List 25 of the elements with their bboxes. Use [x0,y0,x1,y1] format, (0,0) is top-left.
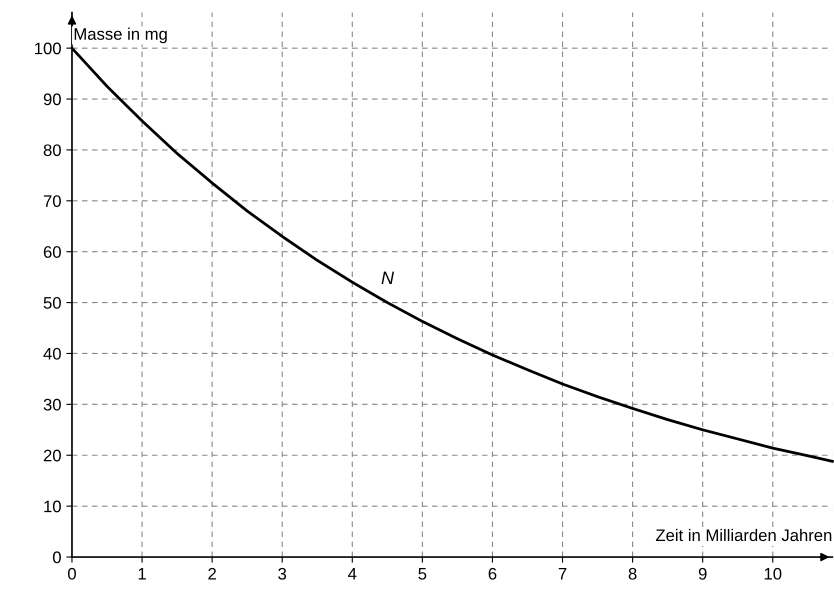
annotation: N [382,272,394,284]
x-tick-label: 0 [68,568,76,580]
y-tick-label: 0 [52,551,61,564]
x-tick-label: 3 [278,568,286,580]
y-axis-title: Masse in mg [74,28,167,44]
y-tick-label: 100 [35,42,61,54]
x-tick-label: 8 [628,568,637,580]
y-tick-label: 70 [44,195,61,208]
x-tick-label: 10 [764,568,782,580]
x-axis-title: Zeit in Milliarden Jahren [656,528,832,542]
y-tick-label: 20 [44,450,61,462]
x-tick-label: 9 [698,568,707,580]
y-tick-label: 50 [44,296,61,309]
x-tick-label: 5 [418,568,426,580]
x-tick-label: 4 [348,568,356,580]
x-tick-label: 1 [138,568,146,580]
y-tick-label: 40 [43,348,61,360]
x-tick-label: 7 [558,568,566,580]
y-tick-label: 80 [44,144,61,156]
y-tick-label: 10 [44,500,61,512]
y-tick-label: 30 [44,398,61,411]
y-tick-label: 90 [44,93,61,106]
y-tick-label: 60 [44,246,61,258]
x-tick-label: 2 [208,568,216,580]
x-tick-label: 6 [488,568,496,580]
